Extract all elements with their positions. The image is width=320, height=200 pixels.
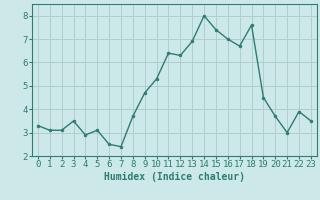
X-axis label: Humidex (Indice chaleur): Humidex (Indice chaleur) xyxy=(104,172,245,182)
